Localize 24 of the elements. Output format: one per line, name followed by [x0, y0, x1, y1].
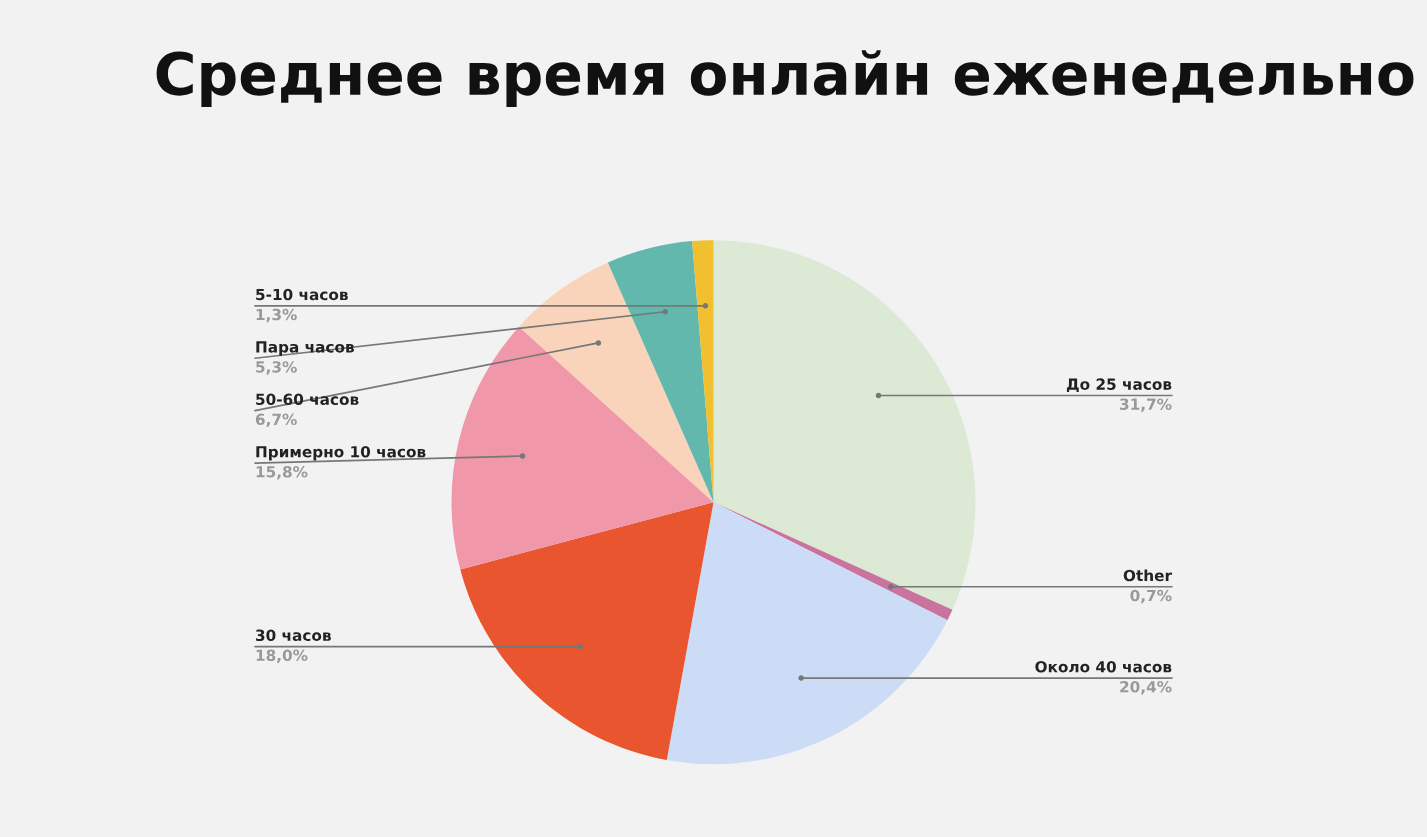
slice-label: Около 40 часов: [1035, 660, 1172, 673]
data-label: 5,3%: [256, 361, 297, 375]
pie-slice: [451, 326, 714, 570]
data-label: 15,8%: [256, 465, 308, 480]
slice-label: Примерно 10 часов: [256, 445, 426, 461]
data-label: 31,7%: [1120, 398, 1172, 412]
data-label: 18,0%: [256, 649, 308, 664]
slice-label: Пара часов: [256, 341, 354, 356]
data-label: 20,4%: [1120, 680, 1172, 695]
slice-label: 30 часов: [255, 629, 331, 642]
pie-slice: [460, 502, 714, 761]
data-label: 1,3%: [256, 308, 297, 323]
pie-slice: [692, 240, 714, 503]
data-label: 0,7%: [1130, 589, 1172, 604]
slice-label: 50-60 часов: [256, 393, 359, 406]
pie-slice: [519, 262, 714, 503]
pie-slice: [713, 240, 976, 610]
pie-slice: [607, 241, 714, 503]
chart-title: Среднее время онлайн еженедельно: [156, 50, 1414, 107]
pie-slice: [666, 502, 948, 765]
slice-label: До 25 часов: [1066, 378, 1172, 393]
slice-label: Other: [1123, 569, 1172, 582]
slice-label: 5-10 часов: [256, 288, 348, 301]
data-label: 6,7%: [255, 413, 297, 428]
